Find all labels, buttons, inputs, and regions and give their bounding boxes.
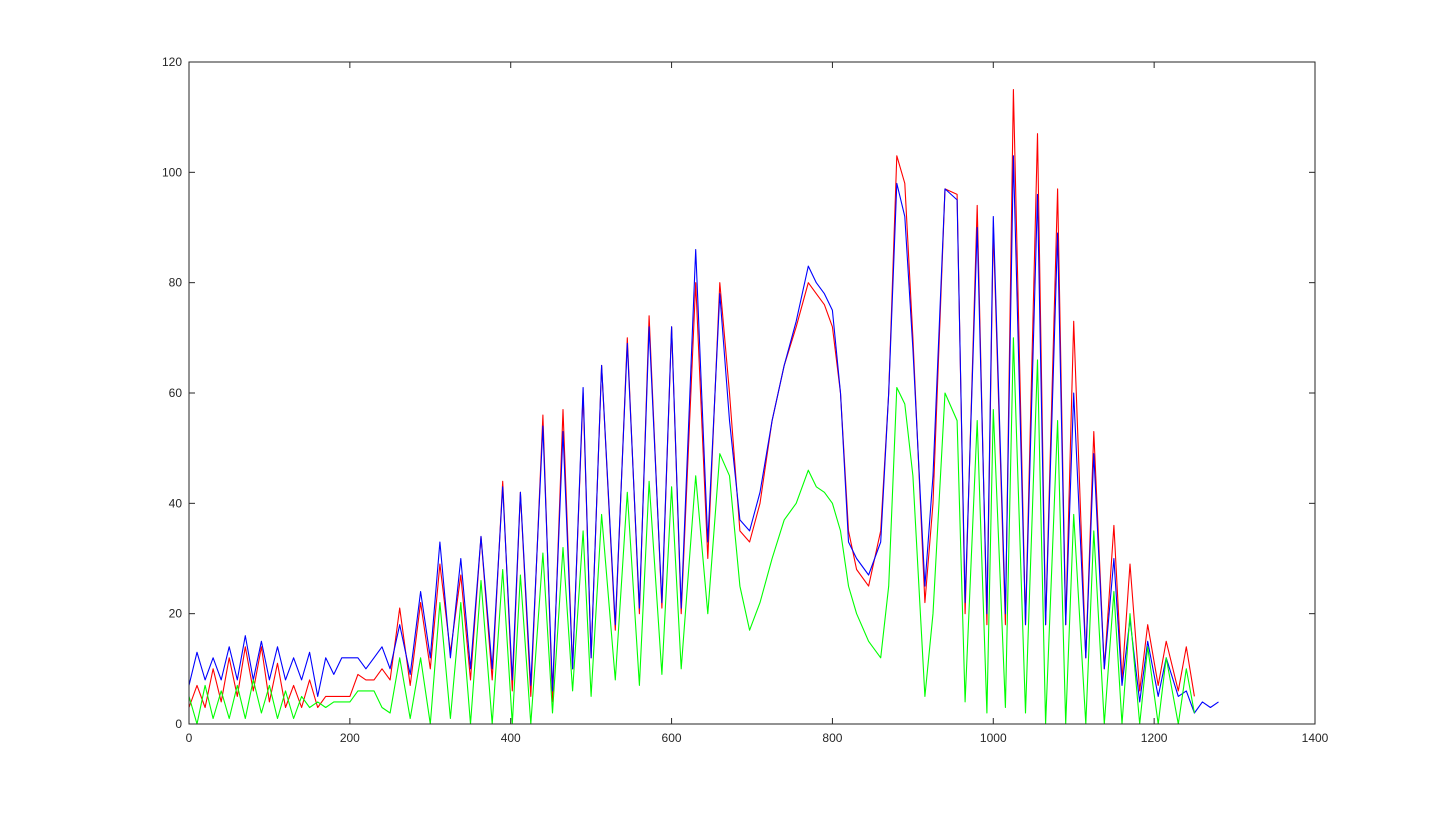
y-tick-label: 60 — [169, 386, 183, 400]
y-tick-label: 80 — [169, 276, 183, 290]
x-tick-label: 200 — [340, 731, 360, 745]
y-tick-label: 40 — [169, 496, 183, 510]
x-tick-label: 600 — [662, 731, 682, 745]
series-line-2 — [188, 155, 1219, 714]
y-tick-label: 100 — [162, 165, 182, 179]
y-tick-label: 120 — [162, 55, 182, 69]
plot-background — [189, 62, 1315, 724]
y-tick-label: 0 — [175, 717, 182, 731]
x-tick-label: 800 — [822, 731, 842, 745]
axes-layer: 0 200 400 600 800 1000 1200 1400 0 20 40 60 80 100 120 — [162, 55, 1329, 745]
x-tick-label: 1400 — [1302, 731, 1329, 745]
y-tick-label: 20 — [169, 607, 183, 621]
x-tick-label: 1200 — [1141, 731, 1168, 745]
x-tick-label: 0 — [186, 731, 193, 745]
x-tick-label: 400 — [501, 731, 521, 745]
series-line-3 — [188, 337, 1195, 725]
series-layer — [188, 89, 1219, 725]
x-tick-label: 1000 — [980, 731, 1007, 745]
